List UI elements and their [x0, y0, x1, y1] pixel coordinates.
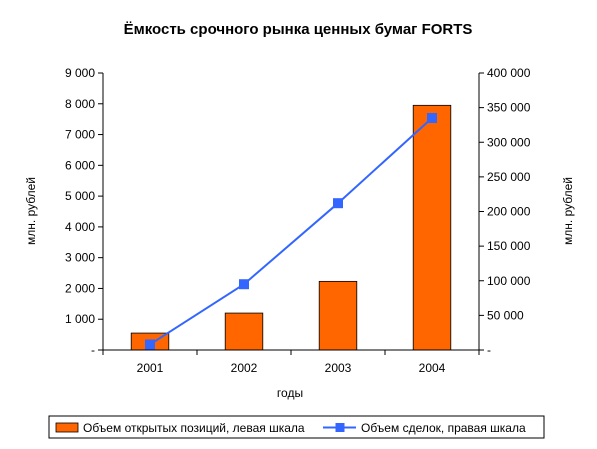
line-point [145, 339, 155, 350]
y-tick-label-right: - [487, 343, 491, 357]
series-line [149, 117, 433, 346]
x-tick-label: 2003 [325, 361, 352, 375]
legend-label-bars: Объем открытых позиций, левая шкала [83, 421, 305, 435]
legend-label-line: Объем сделок, правая шкала [361, 421, 526, 435]
y-tick-label-right: 300 000 [487, 135, 531, 149]
bar [412, 104, 452, 351]
legend: Объем открытых позиций, левая шкала Объе… [48, 415, 545, 439]
y-tick-label-left: 7 000 [65, 128, 95, 142]
y-tick-label-left: 5 000 [65, 189, 95, 203]
y-axis-title-right: млн. рублей [561, 177, 575, 245]
x-tick-label: 2004 [419, 361, 446, 375]
y-tick-label-right: 50 000 [487, 308, 524, 322]
x-tick-label: 2001 [137, 361, 164, 375]
y-tick-label-right: 200 000 [487, 205, 531, 219]
y-tick-label-right: 150 000 [487, 239, 531, 253]
line-point [427, 113, 437, 124]
line-point [239, 279, 249, 290]
y-tick-label-right: 250 000 [487, 170, 531, 184]
y-axis-title-left: млн. рублей [24, 177, 38, 245]
legend-swatch-marker [335, 423, 345, 432]
y-tick-label-left: 8 000 [65, 97, 95, 111]
y-tick-label-right: 350 000 [487, 101, 531, 115]
y-tick-label-left: 9 000 [65, 66, 95, 80]
y-tick-label-left: 3 000 [65, 251, 95, 265]
legend-box [48, 415, 545, 439]
legend-swatch-bars [55, 422, 79, 433]
y-tick-label-left: 4 000 [65, 220, 95, 234]
y-tick-label-left: 6 000 [65, 158, 95, 172]
x-tick-label: 2002 [231, 361, 258, 375]
x-axis-title: годы [277, 386, 303, 400]
y-tick-label-left: 2 000 [65, 281, 95, 295]
y-tick-label-right: 400 000 [487, 66, 531, 80]
bar [318, 280, 358, 351]
line-point [333, 198, 343, 209]
y-tick-label-right: 100 000 [487, 274, 531, 288]
y-tick-label-left: - [91, 343, 95, 357]
y-tick-label-left: 1 000 [65, 312, 95, 326]
chart-title: Ёмкость срочного рынка ценных бумаг FORT… [124, 21, 473, 38]
plot-area: - 1 000 2 000 3 000 4 000 5 000 6 000 7 000 8 00… [65, 66, 531, 375]
bar [224, 312, 264, 351]
